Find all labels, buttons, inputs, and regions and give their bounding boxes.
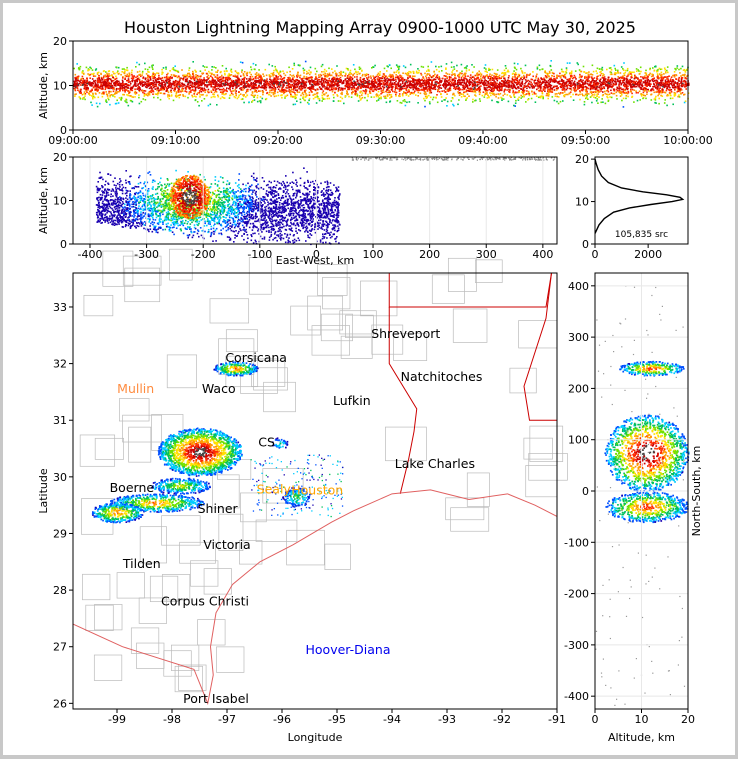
city-label: Tilden	[122, 556, 161, 571]
y-axis-label: Altitude, km	[37, 52, 50, 119]
x-tick-label: 0	[592, 713, 599, 726]
y-tick-label: -100	[564, 536, 589, 549]
x-tick-label: 09:40:00	[458, 134, 507, 147]
altitude-histogram-line	[595, 159, 683, 233]
x-tick-label: -200	[191, 248, 216, 261]
x-tick-label: 20	[681, 713, 695, 726]
city-label: Houston	[291, 482, 343, 497]
city-label: Boerne	[110, 480, 155, 495]
x-tick-label: 09:00:00	[48, 134, 97, 147]
y-tick-label: 0	[582, 238, 589, 251]
y-tick-label: 30	[53, 471, 67, 484]
city-label: Port Isabel	[183, 691, 249, 706]
figure-frame: Houston Lightning Mapping Array 0900-100…	[3, 3, 735, 755]
x-tick-label: -94	[383, 713, 401, 726]
x-tick-label: 09:50:00	[561, 134, 610, 147]
y-tick-label: 28	[53, 584, 67, 597]
y-axis-label: North-South, km	[690, 446, 703, 537]
y-tick-label: 10	[53, 195, 67, 208]
x-tick-label: -91	[548, 713, 566, 726]
y-tick-label: 32	[53, 358, 67, 371]
y-tick-label: -300	[564, 639, 589, 652]
x-tick-label: 100	[363, 248, 384, 261]
city-label: Victoria	[203, 537, 250, 552]
x-tick-label: 200	[419, 248, 440, 261]
x-tick-label: -92	[493, 713, 511, 726]
city-label: Corsicana	[225, 350, 287, 365]
x-tick-label: 2000	[634, 248, 662, 261]
x-axis-label: Longitude	[288, 731, 343, 744]
y-tick-label: 33	[53, 301, 67, 314]
x-tick-label: -100	[247, 248, 272, 261]
x-tick-label: -300	[134, 248, 159, 261]
y-tick-label: -200	[564, 588, 589, 601]
x-tick-label: -96	[273, 713, 291, 726]
y-tick-label: 29	[53, 527, 67, 540]
x-tick-label: -97	[218, 713, 236, 726]
city-label: Natchitoches	[401, 369, 483, 384]
state-border	[524, 273, 557, 420]
source-count-annotation: 105,835 src	[615, 230, 668, 240]
x-tick-label: -99	[108, 713, 126, 726]
y-tick-label: 20	[575, 153, 589, 166]
y-tick-label: 200	[568, 382, 589, 395]
city-label: Hoover-Diana	[306, 642, 391, 657]
lma-figure: Houston Lightning Mapping Array 0900-100…	[3, 3, 735, 755]
x-tick-label: 09:20:00	[253, 134, 302, 147]
y-axis-label: Latitude	[37, 468, 50, 514]
x-tick-label: -93	[438, 713, 456, 726]
city-label: Shiner	[198, 501, 239, 516]
east-west-frame	[73, 157, 557, 244]
state-border	[389, 273, 551, 307]
x-tick-label: 400	[532, 248, 553, 261]
y-tick-label: 0	[60, 124, 67, 137]
city-label: Lufkin	[333, 393, 371, 408]
city-label: Sealy	[257, 481, 292, 496]
chart-title: Houston Lightning Mapping Array 0900-100…	[124, 18, 636, 37]
x-tick-label: 09:10:00	[151, 134, 200, 147]
x-tick-label: -95	[328, 713, 346, 726]
y-tick-label: 0	[60, 238, 67, 251]
x-tick-label: 09:30:00	[356, 134, 405, 147]
x-tick-label: -98	[163, 713, 181, 726]
city-label: Corpus Christi	[161, 593, 249, 608]
y-tick-label: 20	[53, 151, 67, 164]
y-tick-label: -400	[564, 690, 589, 703]
y-tick-label: 31	[53, 414, 67, 427]
city-label: CS	[258, 434, 275, 449]
city-label: Mullin	[117, 381, 154, 396]
x-tick-label: 10	[635, 713, 649, 726]
y-tick-label: 27	[53, 641, 67, 654]
y-tick-label: 300	[568, 331, 589, 344]
x-tick-label: 0	[592, 248, 599, 261]
y-tick-label: 400	[568, 280, 589, 293]
y-tick-label: 10	[53, 80, 67, 93]
city-label: Shreveport	[371, 326, 440, 341]
city-label: Waco	[202, 381, 236, 396]
x-axis-label: East-West, km	[276, 254, 354, 267]
y-tick-label: 26	[53, 697, 67, 710]
y-tick-label: 100	[568, 434, 589, 447]
y-tick-label: 0	[582, 485, 589, 498]
y-axis-label: Altitude, km	[37, 167, 50, 234]
city-label: Lake Charles	[395, 456, 475, 471]
y-tick-label: 10	[575, 196, 589, 209]
chart-marks: 09:00:00 09:10:00 09:20:00 09:30:00 09:40:00…	[37, 35, 713, 744]
x-axis-label: Altitude, km	[608, 731, 675, 744]
coastline	[73, 490, 557, 703]
y-tick-label: 20	[53, 35, 67, 48]
x-tick-label: -400	[77, 248, 102, 261]
x-tick-label: 10:00:00	[663, 134, 712, 147]
x-tick-label: 300	[476, 248, 497, 261]
